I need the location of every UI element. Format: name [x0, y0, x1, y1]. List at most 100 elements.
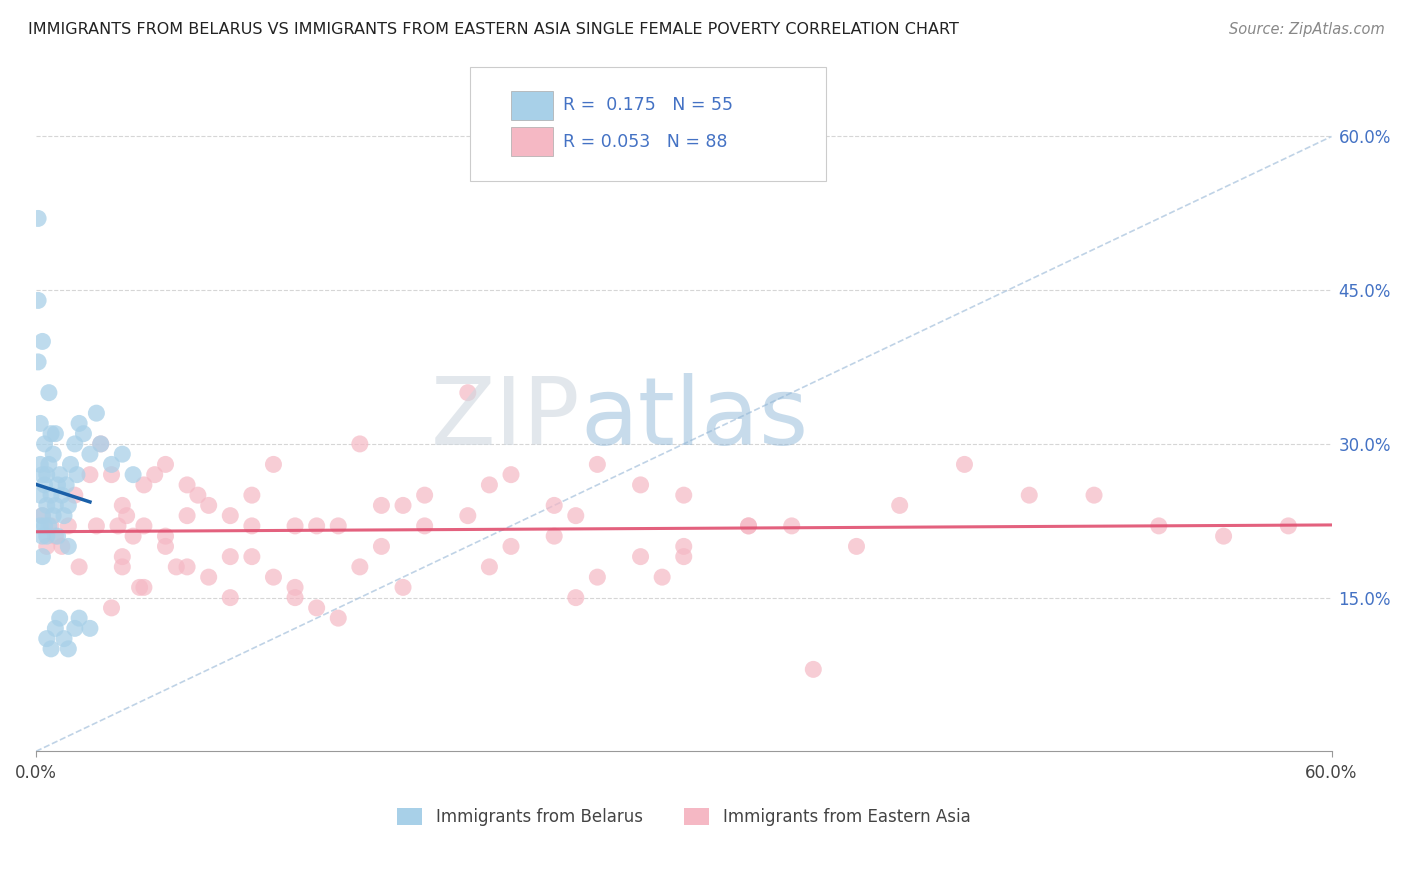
Point: [38, 458, 60, 472]
Point: [59, 458, 82, 472]
Point: [953, 458, 976, 472]
Point: [53, 632, 76, 646]
Point: [176, 478, 198, 492]
Point: [34, 519, 56, 533]
Point: [39, 641, 62, 656]
Point: [1277, 519, 1299, 533]
Point: [672, 540, 695, 554]
Point: [305, 519, 328, 533]
Point: [90, 437, 112, 451]
Text: R =  0.175   N = 55: R = 0.175 N = 55: [564, 96, 734, 114]
Point: [240, 549, 263, 564]
Point: [31, 467, 53, 482]
Point: [51, 488, 73, 502]
Point: [30, 488, 52, 502]
Point: [67, 611, 90, 625]
Point: [392, 499, 415, 513]
Point: [46, 478, 69, 492]
Point: [79, 467, 101, 482]
Text: atlas: atlas: [581, 374, 808, 466]
Point: [165, 560, 187, 574]
Point: [284, 591, 307, 605]
Point: [67, 417, 90, 431]
Bar: [512, 91, 553, 120]
Point: [48, 467, 70, 482]
Point: [79, 447, 101, 461]
Point: [58, 519, 80, 533]
Point: [187, 488, 209, 502]
Point: [543, 499, 565, 513]
Point: [53, 508, 76, 523]
Point: [38, 385, 60, 400]
Point: [132, 478, 155, 492]
Point: [35, 529, 58, 543]
Point: [499, 540, 522, 554]
Point: [1083, 488, 1105, 502]
Point: [58, 540, 80, 554]
Point: [58, 499, 80, 513]
Point: [240, 519, 263, 533]
Point: [328, 519, 350, 533]
Point: [63, 437, 86, 451]
Point: [122, 467, 145, 482]
FancyBboxPatch shape: [470, 67, 827, 181]
Point: [122, 529, 145, 543]
Point: [630, 549, 652, 564]
Point: [30, 458, 52, 472]
Point: [44, 529, 66, 543]
Point: [72, 426, 94, 441]
Point: [42, 508, 65, 523]
Point: [370, 540, 392, 554]
Point: [565, 508, 588, 523]
Point: [42, 447, 65, 461]
Point: [780, 519, 803, 533]
Point: [132, 519, 155, 533]
Point: [845, 540, 868, 554]
Point: [889, 499, 911, 513]
Point: [46, 529, 69, 543]
Point: [31, 508, 53, 523]
Point: [349, 437, 371, 451]
Point: [100, 467, 122, 482]
Point: [155, 529, 177, 543]
Point: [35, 540, 58, 554]
Point: [86, 519, 108, 533]
Point: [305, 600, 328, 615]
Point: [111, 499, 134, 513]
Point: [219, 508, 242, 523]
Point: [672, 549, 695, 564]
Point: [31, 529, 53, 543]
Point: [44, 426, 66, 441]
Point: [499, 467, 522, 482]
Legend: Immigrants from Belarus, Immigrants from Eastern Asia: Immigrants from Belarus, Immigrants from…: [391, 801, 977, 833]
Point: [672, 488, 695, 502]
Point: [27, 211, 49, 226]
Point: [38, 519, 60, 533]
Point: [44, 621, 66, 635]
Point: [31, 334, 53, 349]
Point: [55, 478, 77, 492]
Text: ZIP: ZIP: [430, 374, 581, 466]
Point: [79, 621, 101, 635]
Point: [128, 581, 150, 595]
Point: [219, 549, 242, 564]
Point: [111, 447, 134, 461]
Point: [143, 467, 166, 482]
Point: [263, 570, 285, 584]
Point: [132, 581, 155, 595]
Point: [35, 467, 58, 482]
Point: [457, 508, 479, 523]
Point: [39, 519, 62, 533]
Point: [39, 426, 62, 441]
Point: [219, 591, 242, 605]
Point: [565, 591, 588, 605]
Point: [63, 488, 86, 502]
Point: [48, 611, 70, 625]
Point: [39, 488, 62, 502]
Point: [44, 499, 66, 513]
Point: [34, 478, 56, 492]
Point: [35, 499, 58, 513]
Point: [34, 437, 56, 451]
Point: [27, 293, 49, 308]
Point: [478, 560, 501, 574]
